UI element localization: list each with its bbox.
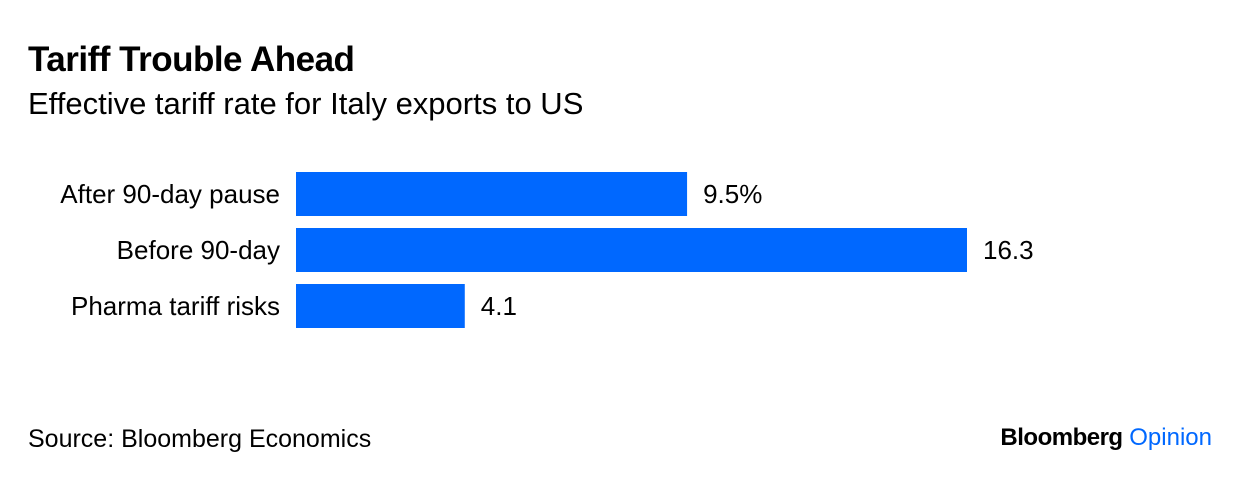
- chart-title: Tariff Trouble Ahead: [28, 40, 355, 79]
- chart-subtitle: Effective tariff rate for Italy exports …: [28, 86, 584, 121]
- brand-main: Bloomberg: [1000, 424, 1123, 451]
- brand-sub: Opinion: [1129, 424, 1212, 451]
- bar-1: [296, 228, 967, 272]
- bar-0: [296, 172, 688, 216]
- value-label-1: 16.3: [983, 235, 1034, 265]
- category-label-0: After 90-day pause: [60, 179, 280, 209]
- brand-logo: Bloomberg Opinion: [1000, 424, 1212, 452]
- value-label-0: 9.5%: [703, 179, 762, 209]
- value-label-2: 4.1: [481, 291, 517, 321]
- category-label-2: Pharma tariff risks: [71, 291, 280, 321]
- category-label-1: Before 90-day: [117, 235, 280, 265]
- bar-2: [296, 284, 465, 328]
- source-note: Source: Bloomberg Economics: [28, 425, 372, 453]
